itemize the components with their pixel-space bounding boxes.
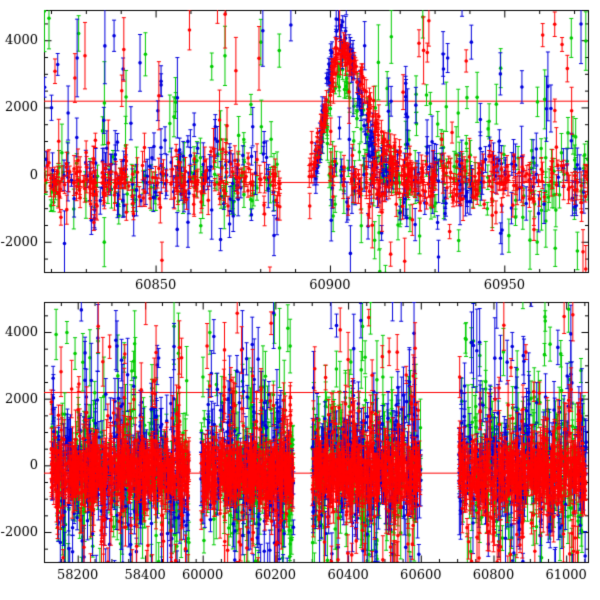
light-curves-canvas [0, 0, 600, 600]
light-curve-figure [0, 0, 600, 600]
